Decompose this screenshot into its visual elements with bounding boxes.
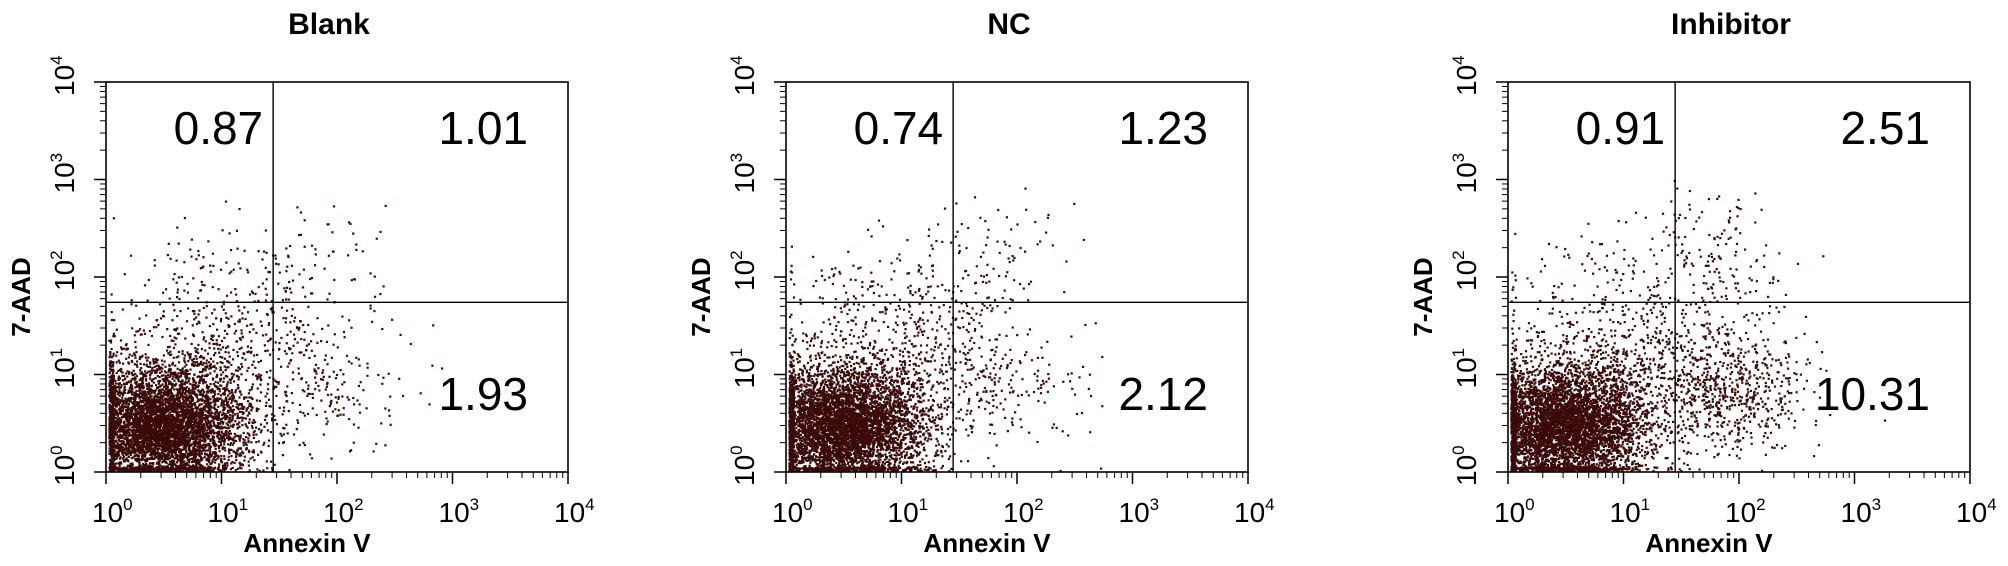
quadrant-lower-right-value: 10.31	[1815, 368, 1930, 420]
quadrant-upper-left-value: 0.91	[1576, 102, 1666, 154]
x-axis-label: Annexin V	[1645, 528, 1773, 558]
y-axis-label: 7-AAD	[6, 257, 36, 336]
y-axis-label: 7-AAD	[686, 257, 716, 336]
quadrant-upper-right-value: 2.51	[1840, 102, 1930, 154]
panel-title: Blank	[288, 8, 370, 41]
y-axis-label: 7-AAD	[1408, 257, 1438, 336]
panel-title: NC	[987, 8, 1030, 41]
quadrant-upper-left-value: 0.74	[854, 102, 944, 154]
quadrant-upper-left-value: 0.87	[174, 102, 264, 154]
x-axis-label: Annexin V	[923, 528, 1051, 558]
quadrant-upper-right-value: 1.01	[438, 102, 528, 154]
quadrant-lower-right-value: 2.12	[1118, 368, 1208, 420]
quadrant-upper-right-value: 1.23	[1118, 102, 1208, 154]
x-axis-label: Annexin V	[243, 528, 371, 558]
panel-title: Inhibitor	[1671, 8, 1791, 41]
quadrant-lower-right-value: 1.93	[438, 368, 528, 420]
